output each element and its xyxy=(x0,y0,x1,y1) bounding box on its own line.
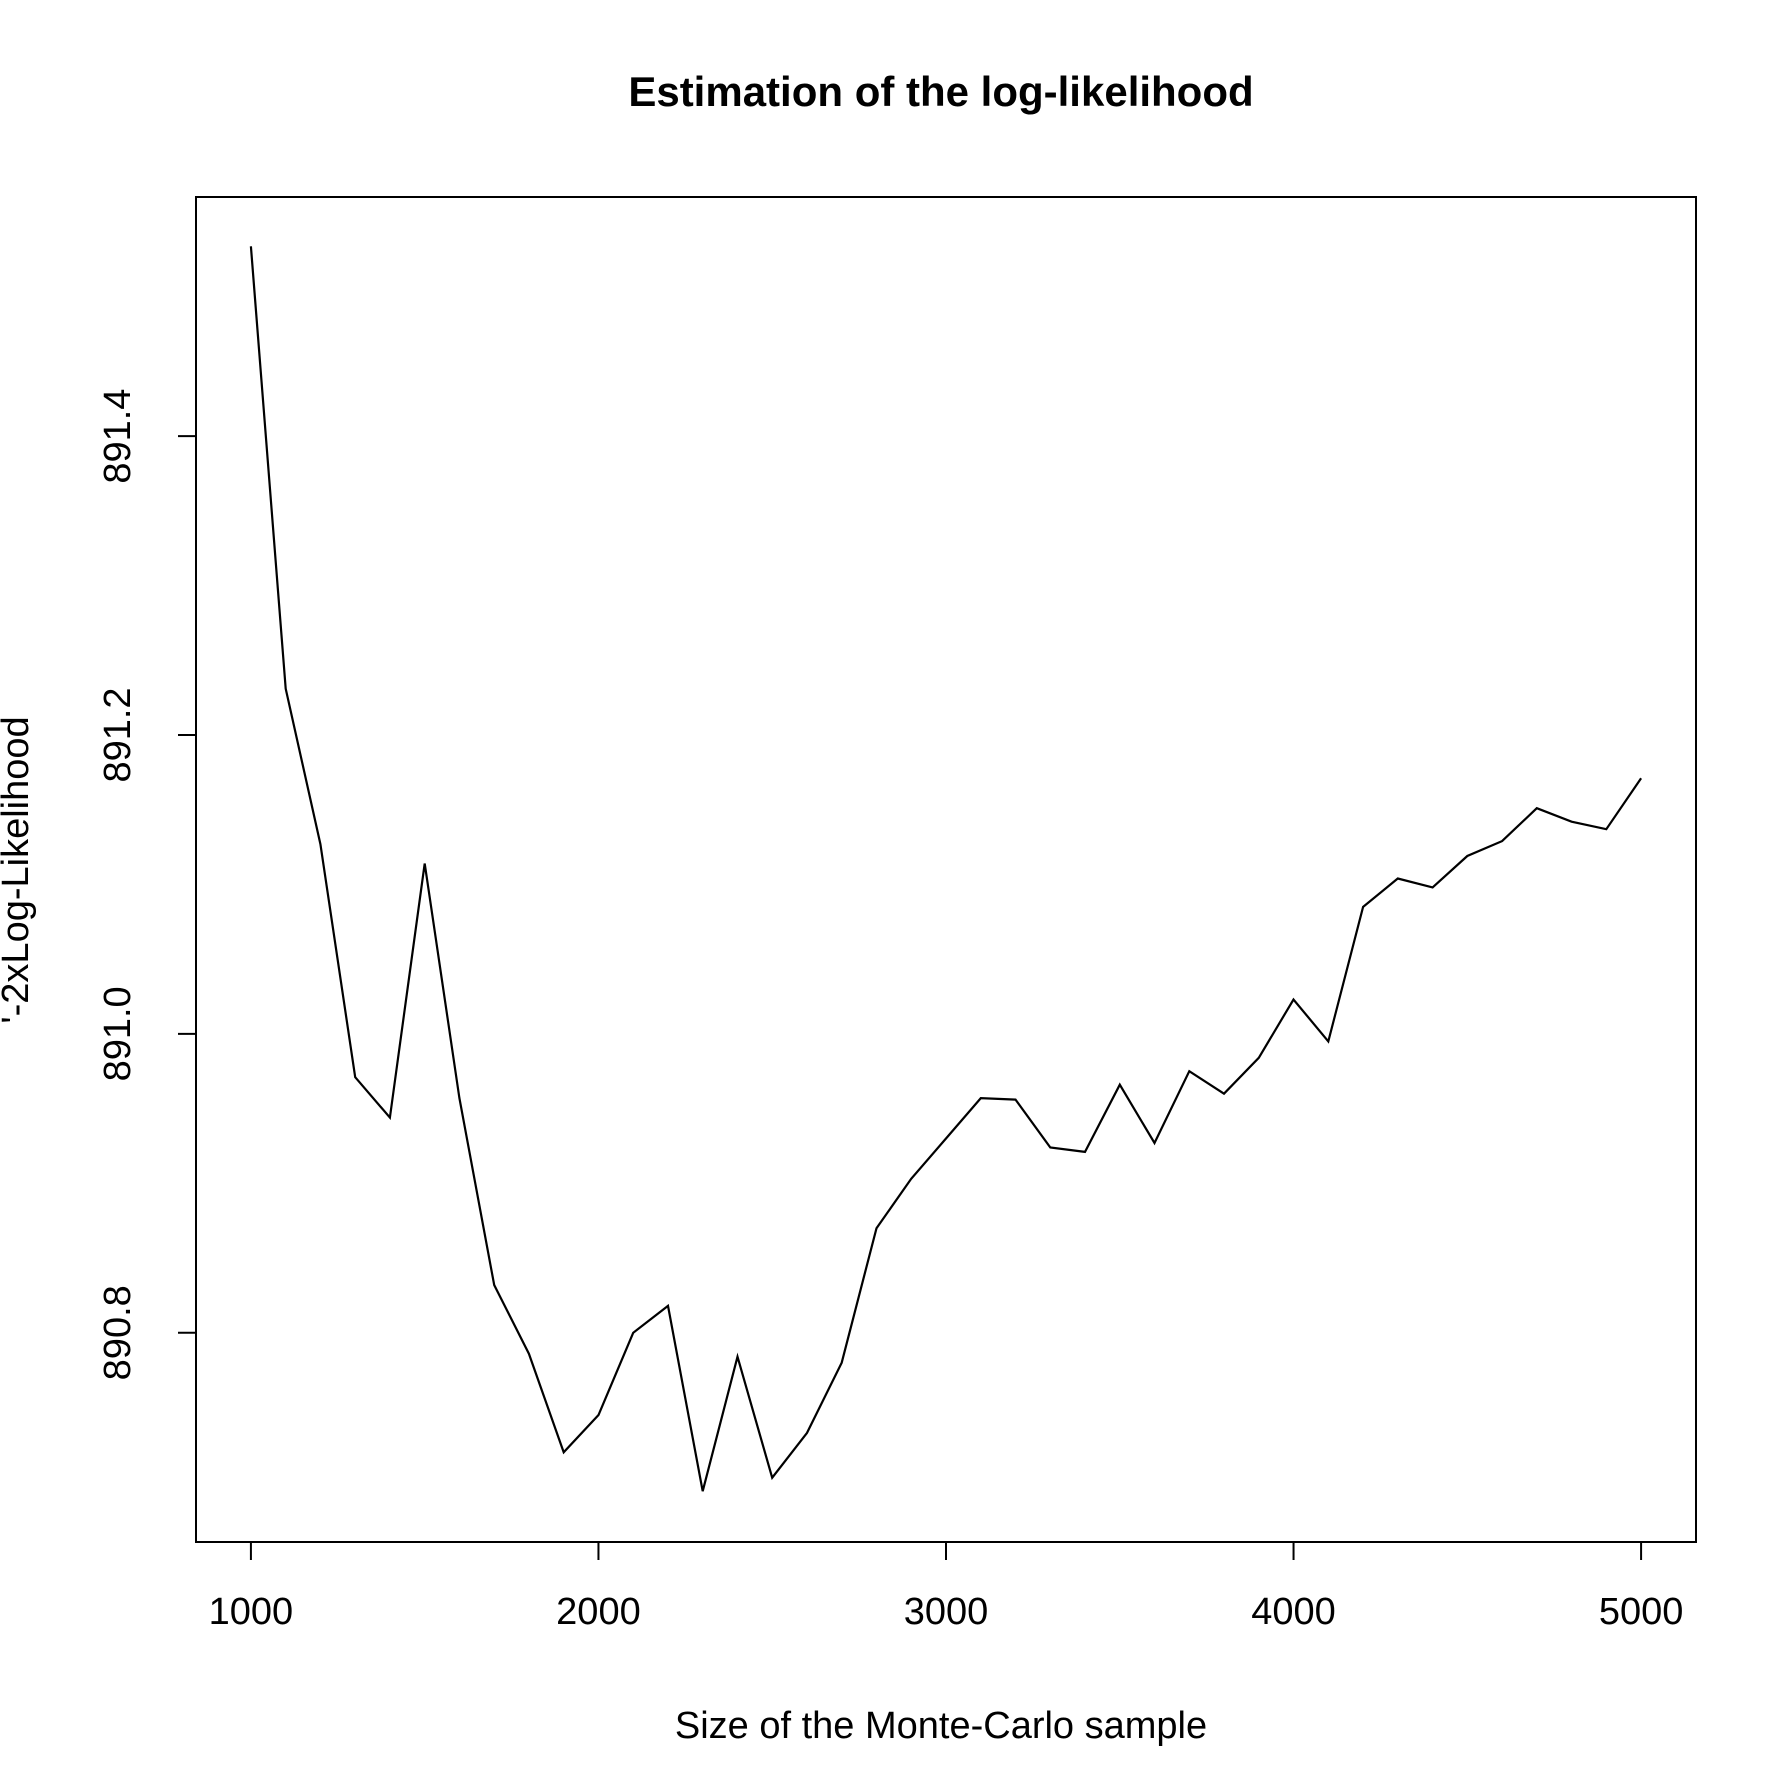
x-tick-label: 5000 xyxy=(1599,1591,1684,1633)
x-tick-label: 3000 xyxy=(904,1591,989,1633)
chart-title: Estimation of the log-likelihood xyxy=(628,68,1253,115)
y-tick-label: 891.2 xyxy=(97,687,139,782)
y-tick-label: 891.0 xyxy=(97,986,139,1081)
y-tick-label: 890.8 xyxy=(97,1285,139,1380)
series-line xyxy=(249,246,1643,1492)
x-tick-label: 2000 xyxy=(556,1591,641,1633)
x-tick-label: 4000 xyxy=(1251,1591,1336,1633)
y-axis-label: '-2xLog-Likelihood xyxy=(0,716,37,1023)
plot-frame xyxy=(195,196,1697,1543)
y-axis: 890.8 891.0 891.2 891.4 xyxy=(97,389,197,1380)
x-tick-label: 1000 xyxy=(209,1591,294,1633)
y-tick-label: 891.4 xyxy=(97,389,139,484)
x-axis: 1000 2000 3000 4000 5000 xyxy=(209,1541,1684,1633)
x-axis-label: Size of the Monte-Carlo sample xyxy=(675,1705,1207,1747)
